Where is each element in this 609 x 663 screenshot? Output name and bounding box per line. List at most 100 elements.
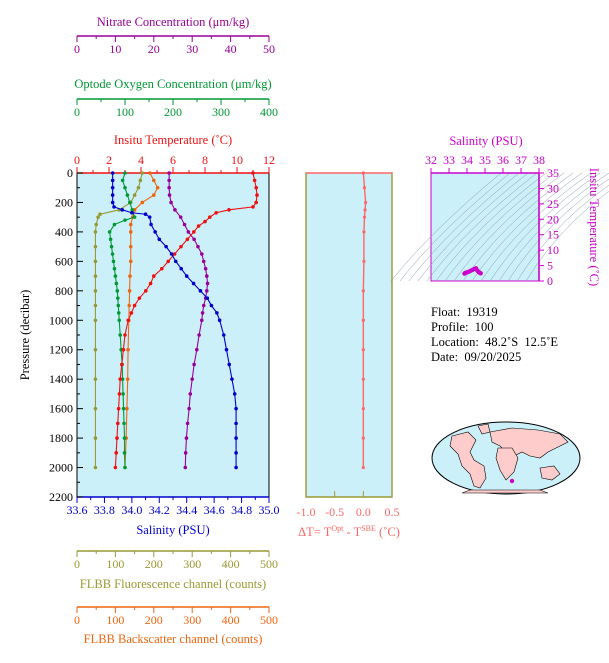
insitu-temperature-point [254, 185, 258, 190]
flbb-fluorescence-channel-point [93, 318, 98, 323]
optode-oxygen-concentration-point [121, 392, 125, 396]
insitu-temperature-point [114, 451, 118, 455]
salinity-point [232, 392, 237, 396]
ts-salinity-axis-title: Salinity (PSU) [449, 134, 522, 148]
ts-point [478, 271, 483, 276]
delta-t-point [361, 171, 365, 175]
flbb-backscatter-channel-point [128, 259, 133, 264]
delta-t-point [363, 208, 367, 212]
nitrate-concentration-point [187, 406, 191, 411]
oxygen-axis: 0 100 200 300 400 [74, 98, 278, 119]
optode-oxygen-concentration-point [130, 208, 134, 212]
insitu-temperature-point [148, 281, 153, 286]
optode-oxygen-concentration-point [123, 465, 127, 470]
salinity-point [234, 406, 238, 411]
salinity-tick-label: 35.0 [259, 503, 280, 517]
backscatter-axis-title: FLBB Backscatter channel (counts) [84, 632, 263, 646]
nitrate-concentration-point [169, 200, 173, 205]
salinity-point [221, 333, 226, 337]
insitu-temperature-line [114, 172, 258, 468]
salinity-axis-title: Salinity (PSU) [136, 523, 209, 537]
ts-temperature-tick-label: 35 [547, 166, 559, 180]
optode-oxygen-concentration-point [117, 318, 122, 323]
salinity-point [230, 377, 234, 381]
fluorescence-tick-label: 500 [260, 557, 278, 571]
ts-isopycnal [408, 172, 520, 282]
salinity-point [120, 208, 125, 212]
float-location-marker [509, 478, 515, 484]
main-plot-area [76, 172, 270, 498]
map-land-americas [449, 431, 487, 489]
delta-t-point [361, 318, 365, 322]
nitrate-concentration-point [186, 230, 191, 234]
backscatter-tick-label: 0 [74, 613, 80, 627]
insitu-temperature-point [132, 303, 137, 308]
insitu-temperature-point [172, 252, 177, 256]
insitu-temperature-point [129, 311, 134, 315]
nitrate-concentration-point [195, 347, 199, 352]
delta-t-point [361, 348, 365, 352]
salinity-point [217, 318, 222, 323]
flbb-fluorescence-channel-point [93, 230, 98, 234]
ts-temperature-tick-label: 25 [547, 197, 559, 211]
temperature-tick-label: 6 [170, 153, 176, 167]
flbb-fluorescence-channel-point [93, 436, 98, 440]
pressure-tick-label: 1600 [49, 402, 73, 416]
backscatter-axis: 0 100 200 300 400 500 [74, 606, 278, 627]
insitu-temperature-point [120, 362, 124, 367]
flbb-backscatter-channel-line [124, 172, 159, 468]
salinity-point [110, 185, 115, 190]
flbb-fluorescence-channel-point [93, 244, 98, 249]
pressure-axis: 0 200 400 600 800 1000 1200 1400 1600 1800 2000 220… [49, 166, 83, 504]
optode-oxygen-concentration-point [128, 200, 132, 205]
optode-oxygen-concentration-point [112, 222, 117, 227]
insitu-temperature-point [126, 318, 130, 323]
temperature-tick-label: 4 [138, 153, 144, 167]
salinity-point [179, 266, 184, 271]
fluorescence-tick-label: 400 [222, 557, 240, 571]
flbb-fluorescence-channel-point [136, 185, 141, 190]
insitu-temperature-series [113, 171, 259, 470]
nitrate-concentration-point [192, 237, 196, 242]
optode-oxygen-concentration-point [122, 421, 126, 426]
insitu-temperature-point [144, 289, 148, 293]
salinity-point [234, 436, 238, 440]
nitrate-concentration-point [178, 215, 183, 219]
salinity-point [110, 171, 115, 175]
pressure-tick-label: 1200 [49, 343, 73, 357]
optode-oxygen-concentration-point [116, 303, 121, 308]
insitu-temperature-point [255, 193, 259, 197]
world-map [431, 421, 581, 495]
flbb-fluorescence-channel-point [93, 274, 98, 278]
ts-temperature-tick-label: 20 [547, 212, 559, 226]
temperature-axis: 0 2 4 6 8 10 12 [74, 153, 275, 174]
salinity-point [147, 215, 152, 219]
oxygen-tick-label: 0 [74, 105, 80, 119]
flbb-backscatter-channel-point [127, 303, 132, 308]
optode-oxygen-concentration-point [111, 259, 116, 264]
salinity-tick-label: 34.8 [231, 503, 252, 517]
nitrate-concentration-series [167, 171, 210, 470]
temperature-tick-label: 10 [231, 153, 243, 167]
flbb-backscatter-channel-point [148, 171, 152, 175]
pressure-tick-label: 600 [55, 254, 73, 268]
map-land-antarctica [461, 489, 549, 494]
optode-oxygen-concentration-point [110, 252, 115, 256]
optode-oxygen-concentration-point [116, 296, 120, 300]
pressure-tick-label: 1000 [49, 313, 73, 327]
pressure-tick-label: 2000 [49, 461, 73, 475]
temperature-tick-label: 0 [74, 153, 80, 167]
nitrate-concentration-point [183, 465, 188, 470]
temperature-tick-label: 12 [263, 153, 275, 167]
insitu-temperature-point [117, 392, 122, 396]
delta-t-point [361, 289, 365, 293]
nitrate-tick-label: 0 [74, 42, 80, 56]
date: Date: 09/20/2025 [431, 350, 522, 364]
flbb-fluorescence-channel-series [93, 171, 145, 470]
optode-oxygen-concentration-point [112, 266, 117, 271]
nitrate-tick-label: 20 [148, 42, 160, 56]
insitu-temperature-point [113, 465, 118, 470]
flbb-backscatter-channel-point [127, 289, 132, 293]
